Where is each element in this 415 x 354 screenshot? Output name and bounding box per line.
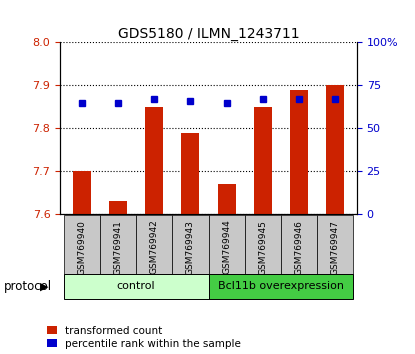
Bar (209, 215, 245, 274)
Bar (145, 107, 164, 214)
Bar (254, 107, 272, 214)
Text: ▶: ▶ (40, 281, 48, 291)
Text: GSM769941: GSM769941 (114, 219, 122, 274)
Bar (245, 215, 281, 274)
Text: GSM769946: GSM769946 (295, 219, 303, 274)
Bar (109, 201, 127, 214)
Bar (64, 215, 100, 274)
Bar (281, 215, 317, 274)
Bar (64, 274, 209, 299)
Bar (217, 184, 236, 214)
Text: GSM769944: GSM769944 (222, 219, 231, 274)
Bar (136, 215, 172, 274)
Bar (317, 215, 353, 274)
Text: GSM769943: GSM769943 (186, 219, 195, 274)
Bar (209, 274, 353, 299)
Bar (100, 215, 136, 274)
Text: GSM769947: GSM769947 (331, 219, 340, 274)
Text: GSM769940: GSM769940 (77, 219, 86, 274)
Bar (181, 133, 200, 214)
Text: control: control (117, 281, 156, 291)
Text: GSM769942: GSM769942 (150, 219, 159, 274)
Text: GSM769945: GSM769945 (258, 219, 267, 274)
Bar (326, 85, 344, 214)
Legend: transformed count, percentile rank within the sample: transformed count, percentile rank withi… (47, 326, 242, 349)
Bar (290, 90, 308, 214)
Title: GDS5180 / ILMN_1243711: GDS5180 / ILMN_1243711 (118, 28, 299, 41)
Text: protocol: protocol (4, 280, 52, 293)
Bar (172, 215, 209, 274)
Text: Bcl11b overexpression: Bcl11b overexpression (218, 281, 344, 291)
Bar (73, 171, 91, 214)
